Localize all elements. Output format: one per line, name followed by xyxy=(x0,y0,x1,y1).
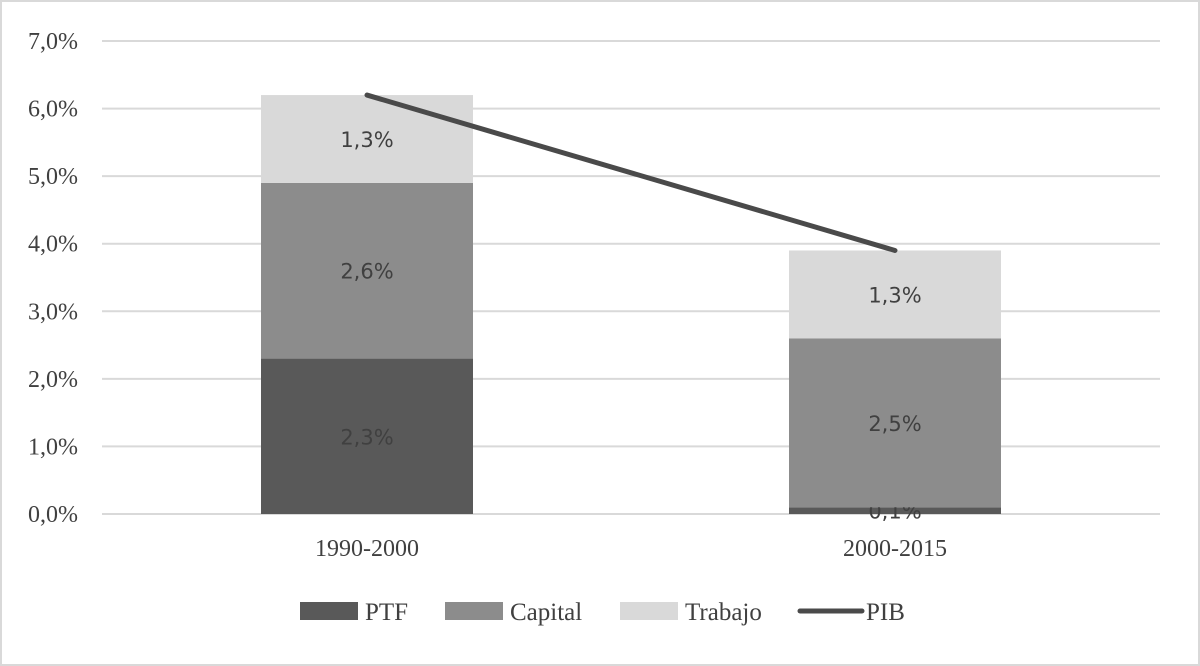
bars: 2,3%2,6%1,3%0,1%2,5%1,3% xyxy=(261,95,1001,524)
bar-ptf-0 xyxy=(261,358,473,514)
data-label: 1,3% xyxy=(340,128,393,152)
y-tick-label: 6,0% xyxy=(28,97,78,123)
bar-capital-0 xyxy=(261,182,473,359)
data-label: 2,6% xyxy=(340,260,393,284)
y-tick-label: 5,0% xyxy=(28,164,78,190)
x-tick-label: 1990-2000 xyxy=(315,536,419,562)
y-tick-label: 3,0% xyxy=(28,299,78,325)
legend-swatch-ptf xyxy=(300,602,358,620)
legend-swatch-trabajo xyxy=(620,602,678,620)
legend-label: PTF xyxy=(365,599,408,626)
pib-line xyxy=(364,92,898,253)
data-label: 2,3% xyxy=(340,425,393,449)
bar-trabajo-1 xyxy=(789,250,1001,339)
y-tick-label: 1,0% xyxy=(28,434,78,460)
y-axis-tick-labels: 0,0% 1,0% 2,0% 3,0% 4,0% 5,0% 6,0% 7,0% xyxy=(28,29,78,528)
legend-label: Trabajo xyxy=(685,599,762,626)
line-pib xyxy=(364,92,898,253)
y-tick-label: 7,0% xyxy=(28,29,78,55)
legend-swatch-capital xyxy=(445,602,503,620)
bar-trabajo-0 xyxy=(261,95,473,183)
data-label: 1,3% xyxy=(868,283,921,307)
gridlines xyxy=(102,40,1160,515)
x-axis-tick-labels: 1990-2000 2000-2015 xyxy=(315,536,947,562)
legend-label: PIB xyxy=(866,599,905,626)
data-label: 2,5% xyxy=(868,412,921,436)
bar-capital-1 xyxy=(789,338,1001,508)
bar-ptf-1 xyxy=(789,507,1001,514)
y-tick-label: 0,0% xyxy=(28,502,78,528)
y-tick-label: 4,0% xyxy=(28,232,78,258)
y-tick-label: 2,0% xyxy=(28,367,78,393)
legend-label: Capital xyxy=(510,599,582,626)
legend: PTF Capital Trabajo PIB xyxy=(300,599,905,626)
x-tick-label: 2000-2015 xyxy=(843,536,947,562)
